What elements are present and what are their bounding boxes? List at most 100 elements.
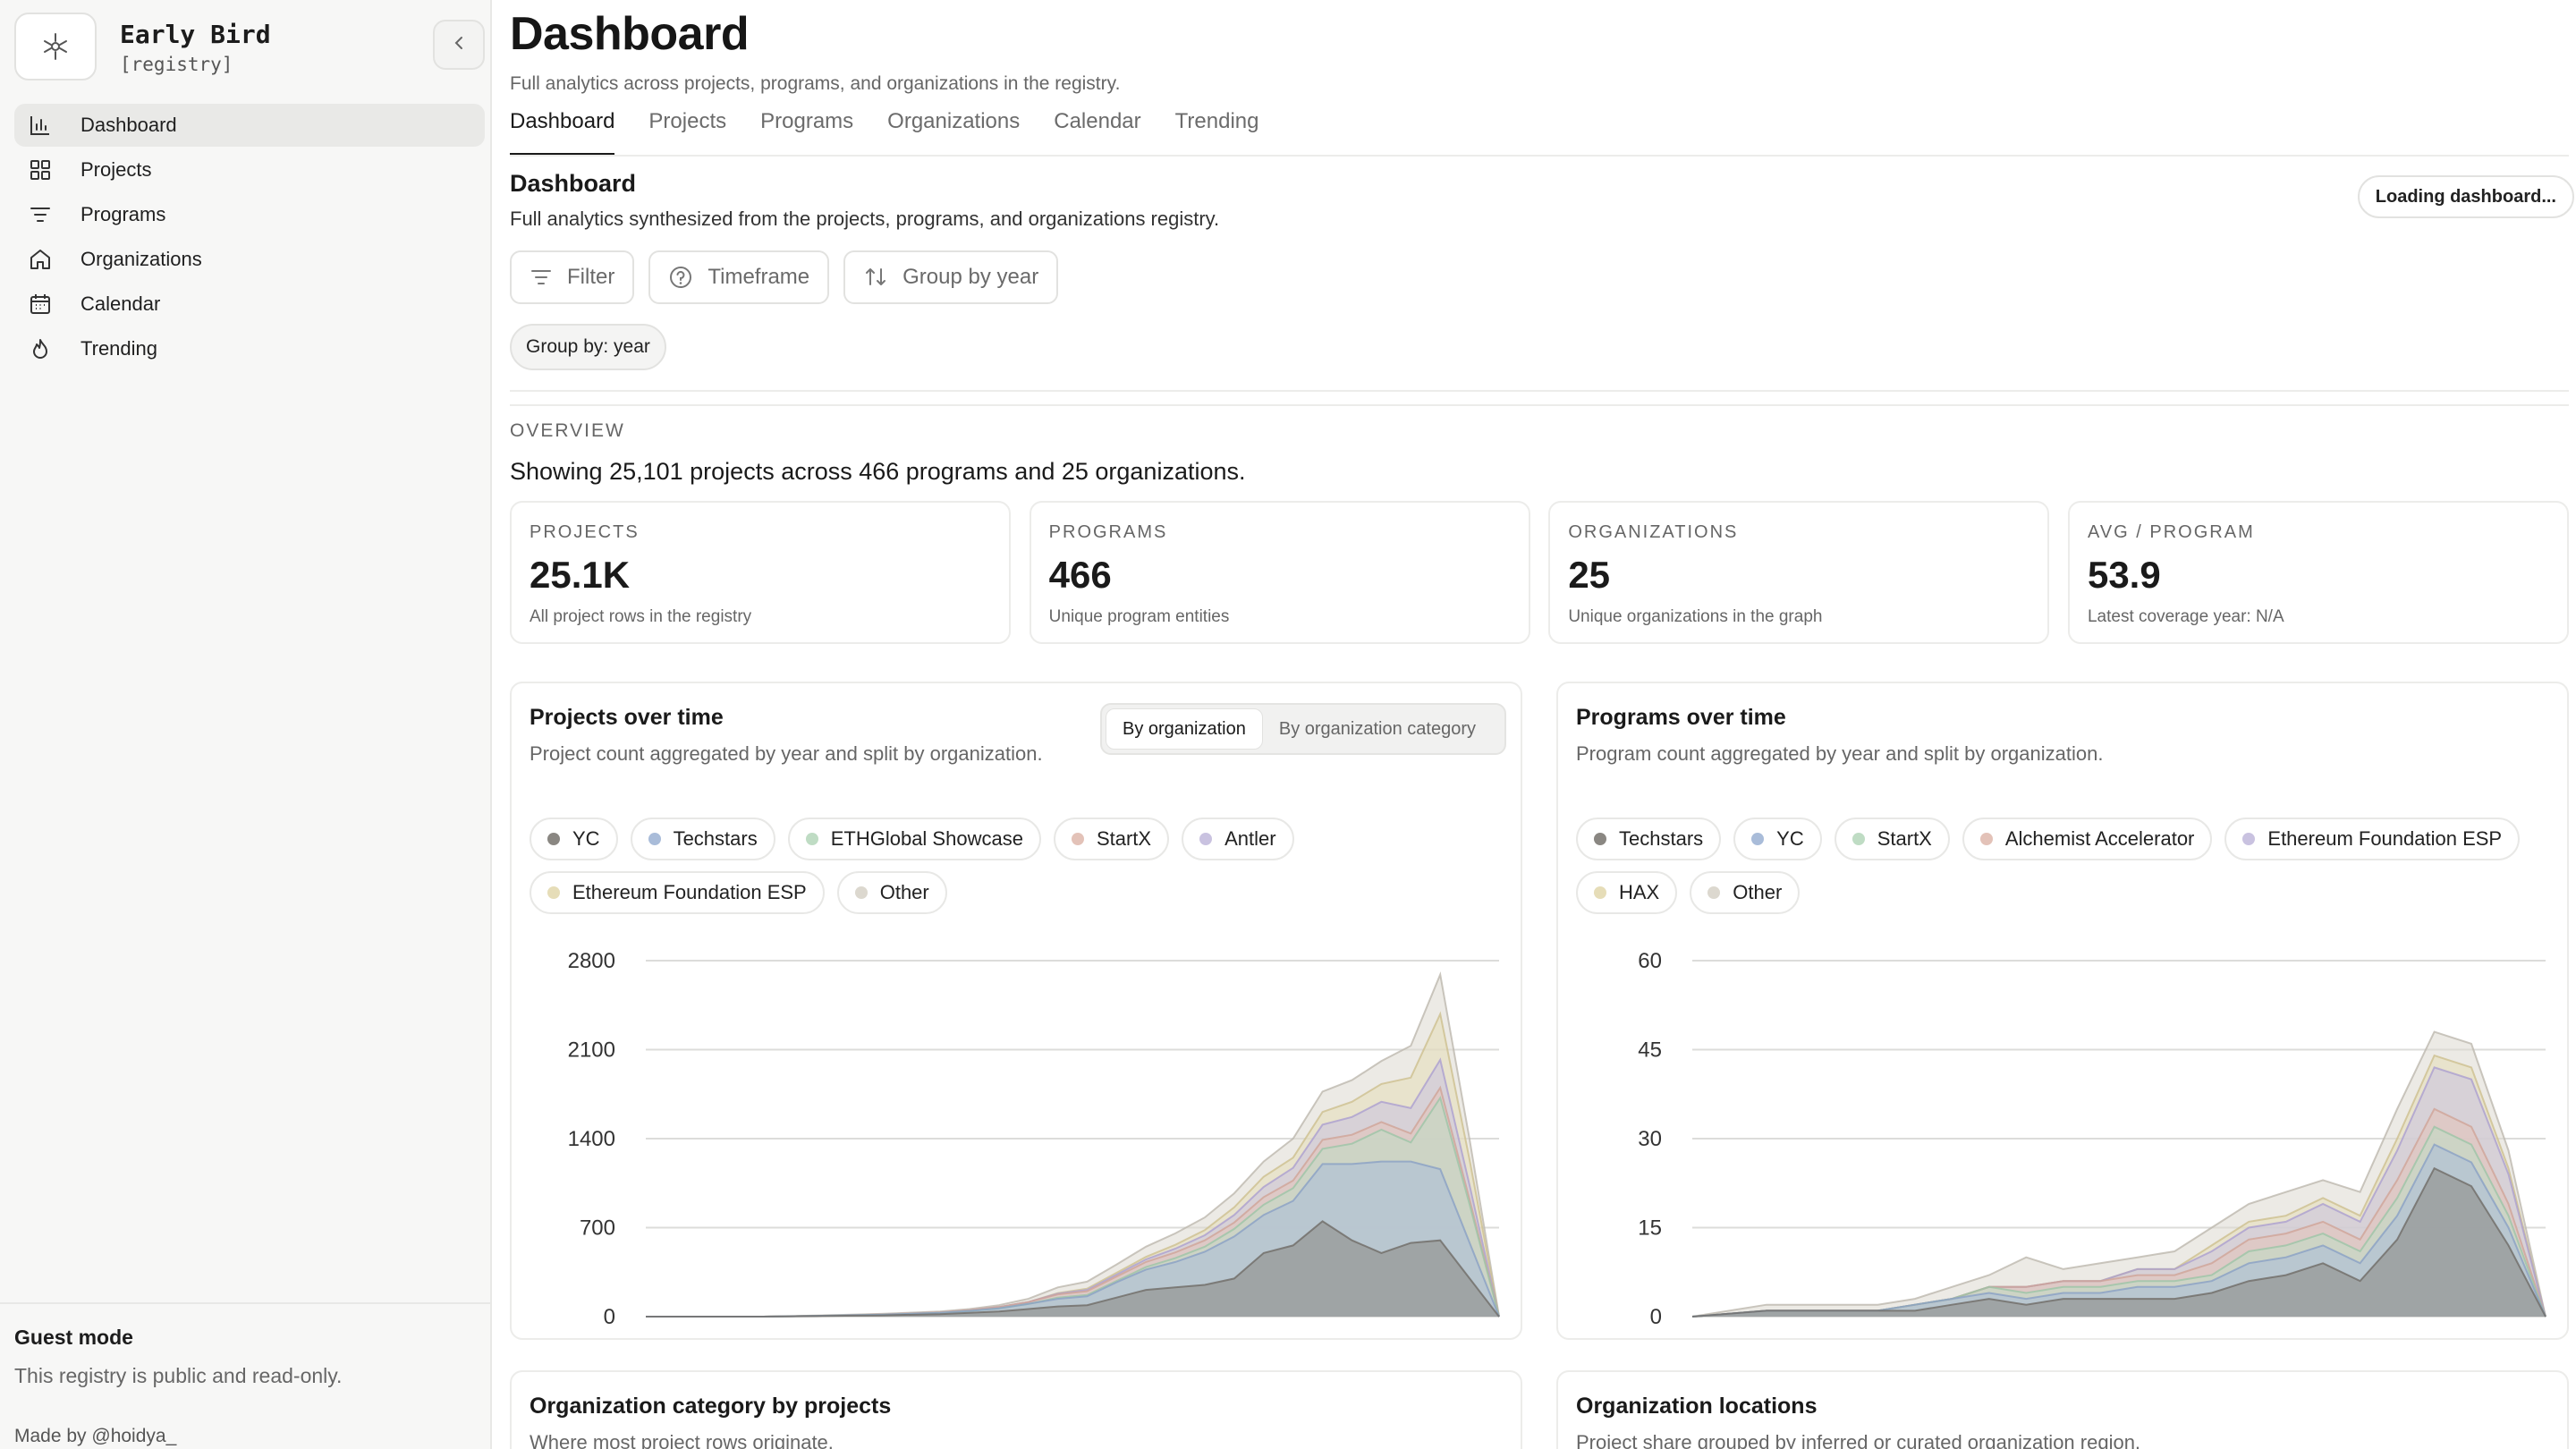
y-tick-label: 700 bbox=[580, 1216, 615, 1241]
sidebar-footer: Guest mode This registry is public and r… bbox=[0, 1302, 490, 1388]
divider bbox=[510, 390, 2569, 392]
sidebar-item-trending[interactable]: Trending bbox=[14, 327, 485, 370]
legend-item[interactable]: Other bbox=[836, 871, 947, 914]
legend-item[interactable]: Antler bbox=[1182, 818, 1294, 860]
collapse-sidebar-button[interactable] bbox=[433, 20, 485, 70]
stat-label: AVG / PROGRAM bbox=[2087, 522, 2255, 542]
tab-trending[interactable]: Trending bbox=[1174, 109, 1259, 133]
legend-label: Antler bbox=[1224, 827, 1276, 850]
tab-programs[interactable]: Programs bbox=[760, 109, 854, 133]
sidebar-item-label: Programs bbox=[80, 203, 166, 225]
legend-item[interactable]: Techstars bbox=[1576, 818, 1722, 860]
y-tick-label: 45 bbox=[1638, 1038, 1662, 1063]
legend-item[interactable]: StartX bbox=[1053, 818, 1170, 860]
stat-card-programs: PROGRAMS 466 Unique program entities bbox=[1029, 501, 1530, 644]
y-tick-label: 1400 bbox=[568, 1127, 615, 1151]
group-by-year-button[interactable]: Group by year bbox=[843, 250, 1059, 304]
legend: YC Techstars ETHGlobal Showcase StartX Antle… bbox=[530, 818, 1504, 925]
grid-icon bbox=[27, 157, 54, 183]
help-circle-icon bbox=[668, 265, 693, 290]
sidebar-item-dashboard[interactable]: Dashboard bbox=[14, 104, 485, 147]
y-tick-label: 60 bbox=[1638, 949, 1662, 973]
projects-area-chart: 0700140021002800199820062009201220152018… bbox=[568, 949, 1500, 1329]
tabs-divider bbox=[510, 155, 2569, 157]
stat-desc: All project rows in the registry bbox=[530, 607, 752, 626]
sidebar-item-projects[interactable]: Projects bbox=[14, 148, 485, 191]
legend-label: StartX bbox=[1096, 827, 1152, 850]
sidebar-item-label: Dashboard bbox=[80, 114, 177, 136]
by-organization-toggle[interactable]: By organization bbox=[1106, 708, 1263, 750]
legend-swatch bbox=[805, 833, 818, 845]
home-icon bbox=[27, 246, 54, 273]
legend-label: Alchemist Accelerator bbox=[2004, 827, 2195, 850]
sidebar-item-organizations[interactable]: Organizations bbox=[14, 238, 485, 281]
group-by-chip[interactable]: Group by: year bbox=[510, 324, 666, 370]
legend-item[interactable]: Ethereum Foundation ESP bbox=[530, 871, 825, 914]
legend-item[interactable]: ETHGlobal Showcase bbox=[787, 818, 1041, 860]
y-tick-label: 2800 bbox=[568, 949, 615, 973]
legend-item[interactable]: Other bbox=[1690, 871, 1801, 914]
y-tick-label: 30 bbox=[1638, 1127, 1662, 1151]
programs-over-time-card: Programs over time Program count aggrega… bbox=[1556, 682, 2569, 1340]
by-organization-category-toggle[interactable]: By organization category bbox=[1278, 718, 1477, 739]
legend-swatch bbox=[1594, 833, 1606, 845]
sidebar-item-calendar[interactable]: Calendar bbox=[14, 283, 485, 326]
stat-value: 25.1K bbox=[530, 554, 631, 596]
stat-value: 25 bbox=[1568, 554, 1611, 596]
logo-icon[interactable] bbox=[14, 13, 97, 80]
legend-label: YC bbox=[572, 827, 600, 850]
timeframe-button[interactable]: Timeframe bbox=[648, 250, 830, 304]
legend-swatch bbox=[1707, 886, 1721, 899]
legend-swatch bbox=[1751, 833, 1765, 845]
tab-organizations[interactable]: Organizations bbox=[887, 109, 1021, 133]
area-series bbox=[646, 1221, 1499, 1317]
app-subtitle: [registry] bbox=[120, 54, 233, 75]
y-tick-label: 0 bbox=[604, 1305, 615, 1329]
y-tick-label: 0 bbox=[1650, 1305, 1662, 1329]
legend-label: Other bbox=[1733, 881, 1783, 903]
loading-dashboard-button[interactable]: Loading dashboard... bbox=[2357, 175, 2574, 218]
tab-calendar[interactable]: Calendar bbox=[1054, 109, 1141, 133]
made-by-link[interactable]: Made by @hoidya_ bbox=[14, 1426, 177, 1446]
sidebar-item-programs[interactable]: Programs bbox=[14, 193, 485, 236]
card-title: Organization category by projects bbox=[530, 1394, 892, 1419]
legend-label: YC bbox=[1776, 827, 1804, 850]
tab-projects[interactable]: Projects bbox=[648, 109, 727, 133]
filter-button[interactable]: Filter bbox=[510, 250, 635, 304]
legend-item[interactable]: Techstars bbox=[630, 818, 775, 860]
card-subtitle: Where most project rows originate. bbox=[530, 1431, 834, 1449]
organization-locations-card: Organization locations Project share gro… bbox=[1556, 1370, 2569, 1449]
guest-mode-text: This registry is public and read-only. bbox=[14, 1364, 343, 1387]
app-title: Early Bird bbox=[120, 20, 271, 49]
tab-dashboard[interactable]: Dashboard bbox=[510, 102, 615, 156]
legend-label: Techstars bbox=[1619, 827, 1704, 850]
card-title: Projects over time bbox=[530, 705, 724, 730]
split-toggle: By organization By organization category bbox=[1100, 703, 1506, 755]
stat-desc: Latest coverage year: N/A bbox=[2087, 607, 2284, 626]
divider bbox=[510, 404, 2569, 406]
filter-label: Filter bbox=[567, 265, 615, 289]
legend-item[interactable]: StartX bbox=[1834, 818, 1950, 860]
legend-item[interactable]: YC bbox=[1733, 818, 1822, 860]
sidebar-nav: Dashboard Projects Programs Organization… bbox=[14, 104, 485, 372]
filter-lines-icon bbox=[27, 201, 54, 228]
series-line bbox=[646, 1220, 1500, 1318]
stat-card-avg-program: AVG / PROGRAM 53.9 Latest coverage year:… bbox=[2067, 501, 2569, 644]
legend-item[interactable]: YC bbox=[530, 818, 618, 860]
page-subtitle: Full analytics across projects, programs… bbox=[510, 73, 1121, 94]
legend-item[interactable]: Ethereum Foundation ESP bbox=[2224, 818, 2521, 860]
stats-row: PROJECTS 25.1K All project rows in the r… bbox=[510, 501, 2569, 644]
legend-item[interactable]: Alchemist Accelerator bbox=[1962, 818, 2213, 860]
guest-mode-title: Guest mode bbox=[14, 1326, 133, 1349]
legend: Techstars YC StartX Alchemist Accelerator Et… bbox=[1576, 818, 2551, 925]
chevron-left-icon bbox=[450, 34, 468, 56]
card-title: Organization locations bbox=[1576, 1394, 1818, 1419]
overview-summary: Showing 25,101 projects across 466 progr… bbox=[510, 458, 1246, 485]
legend-swatch bbox=[1199, 833, 1213, 845]
stat-value: 53.9 bbox=[2087, 554, 2161, 596]
legend-item[interactable]: HAX bbox=[1576, 871, 1678, 914]
series-line bbox=[1691, 1030, 2546, 1318]
legend-label: Other bbox=[879, 881, 929, 903]
projects-over-time-card: Projects over time Project count aggrega… bbox=[510, 682, 1522, 1340]
card-title: Programs over time bbox=[1576, 705, 1786, 730]
